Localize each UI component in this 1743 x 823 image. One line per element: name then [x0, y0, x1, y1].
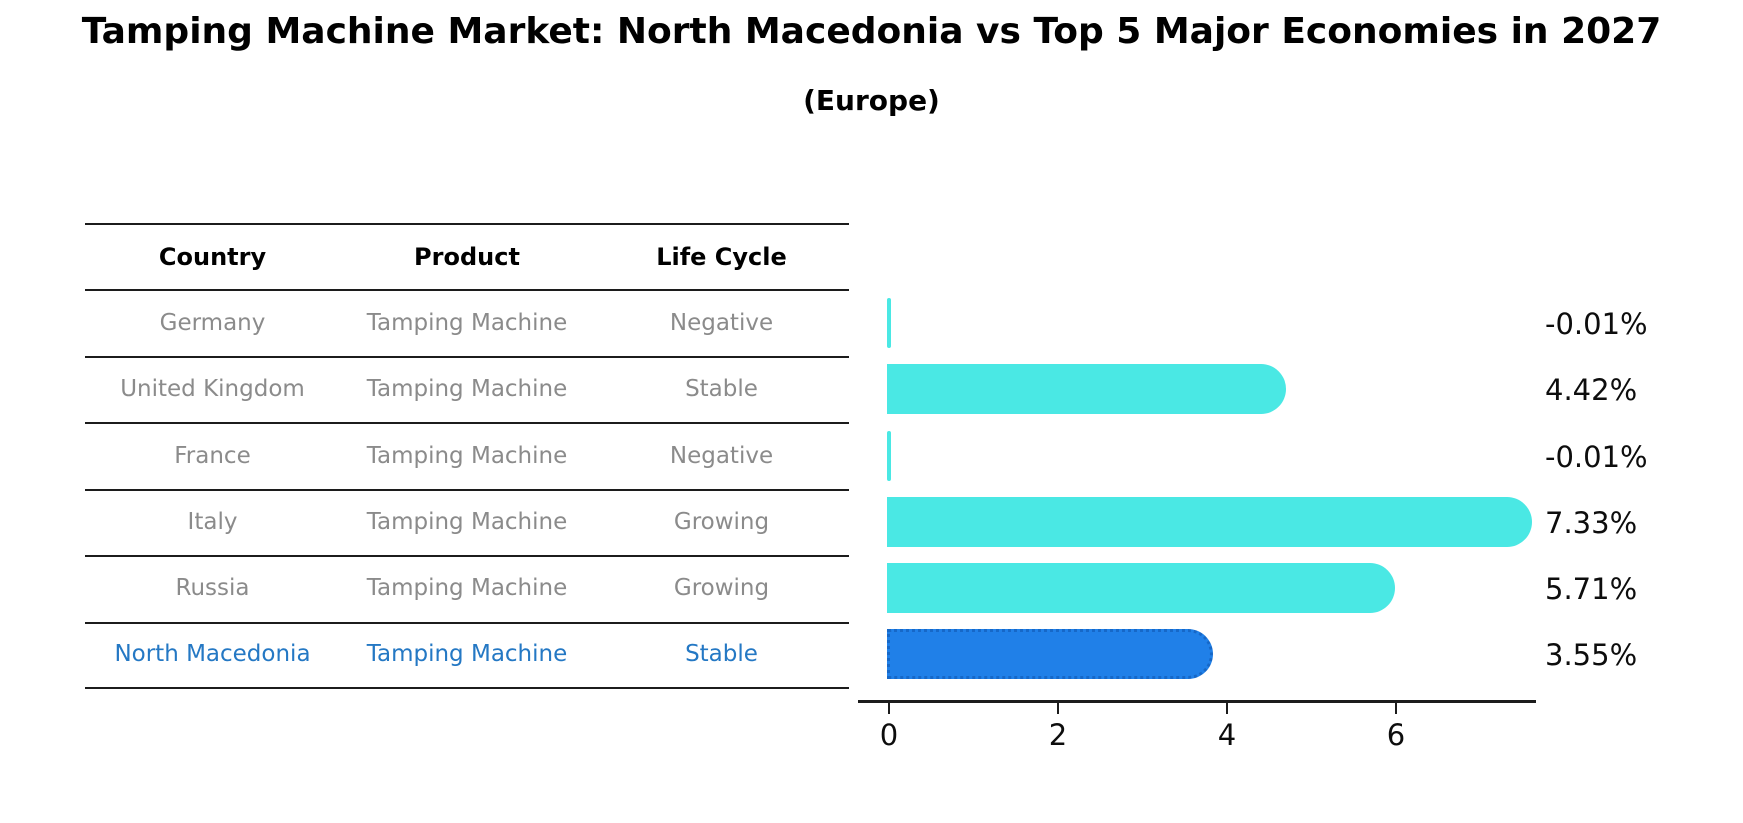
value-label: -0.01% — [1545, 440, 1648, 474]
bar — [887, 431, 891, 481]
table-header-country: Country — [158, 243, 267, 271]
x-tick-label: 2 — [1048, 718, 1068, 752]
x-tick — [1395, 703, 1397, 714]
lifecycle-cell: Negative — [669, 443, 774, 469]
product-cell: Tamping Machine — [366, 376, 568, 402]
value-label: 7.33% — [1545, 506, 1638, 540]
x-tick-label: 6 — [1386, 718, 1406, 752]
country-cell: Germany — [159, 310, 266, 336]
table-row-rule — [85, 555, 849, 557]
bar — [887, 563, 1395, 613]
table-bottom-rule — [85, 687, 849, 689]
value-label: 4.42% — [1545, 373, 1638, 407]
x-tick — [1226, 703, 1228, 714]
lifecycle-cell: Growing — [673, 575, 770, 601]
x-tick-label: 4 — [1217, 718, 1237, 752]
bar — [887, 497, 1532, 547]
product-cell: Tamping Machine — [366, 509, 568, 535]
bar — [887, 298, 891, 348]
lifecycle-cell: Stable — [685, 376, 758, 402]
table-row-rule — [85, 422, 849, 424]
page-subtitle: (Europe) — [803, 84, 940, 117]
country-cell: Italy — [187, 509, 238, 535]
table-row-rule — [85, 622, 849, 624]
value-label: 3.55% — [1545, 638, 1638, 672]
x-tick — [1057, 703, 1059, 714]
table-header-lifecycle: Life Cycle — [656, 243, 787, 271]
country-cell: North Macedonia — [114, 641, 311, 667]
value-label: -0.01% — [1545, 307, 1648, 341]
product-cell: Tamping Machine — [366, 575, 568, 601]
table-row-rule — [85, 356, 849, 358]
value-label: 5.71% — [1545, 572, 1638, 606]
table-header-product: Product — [414, 243, 520, 271]
bar — [887, 364, 1286, 414]
lifecycle-cell: Negative — [669, 310, 774, 336]
table-row-rule — [85, 489, 849, 491]
product-cell: Tamping Machine — [366, 443, 568, 469]
lifecycle-cell: Stable — [685, 641, 758, 667]
country-cell: Russia — [175, 575, 250, 601]
x-tick — [888, 703, 890, 714]
table-header-rule — [85, 289, 849, 291]
lifecycle-cell: Growing — [673, 509, 770, 535]
bar — [887, 629, 1213, 679]
product-cell: Tamping Machine — [366, 310, 568, 336]
country-cell: France — [174, 443, 251, 469]
product-cell: Tamping Machine — [366, 641, 568, 667]
country-cell: United Kingdom — [120, 376, 305, 402]
x-tick-label: 0 — [879, 718, 899, 752]
table-top-rule — [85, 223, 849, 225]
page-title: Tamping Machine Market: North Macedonia … — [81, 11, 1662, 52]
x-axis-line — [858, 700, 1536, 703]
